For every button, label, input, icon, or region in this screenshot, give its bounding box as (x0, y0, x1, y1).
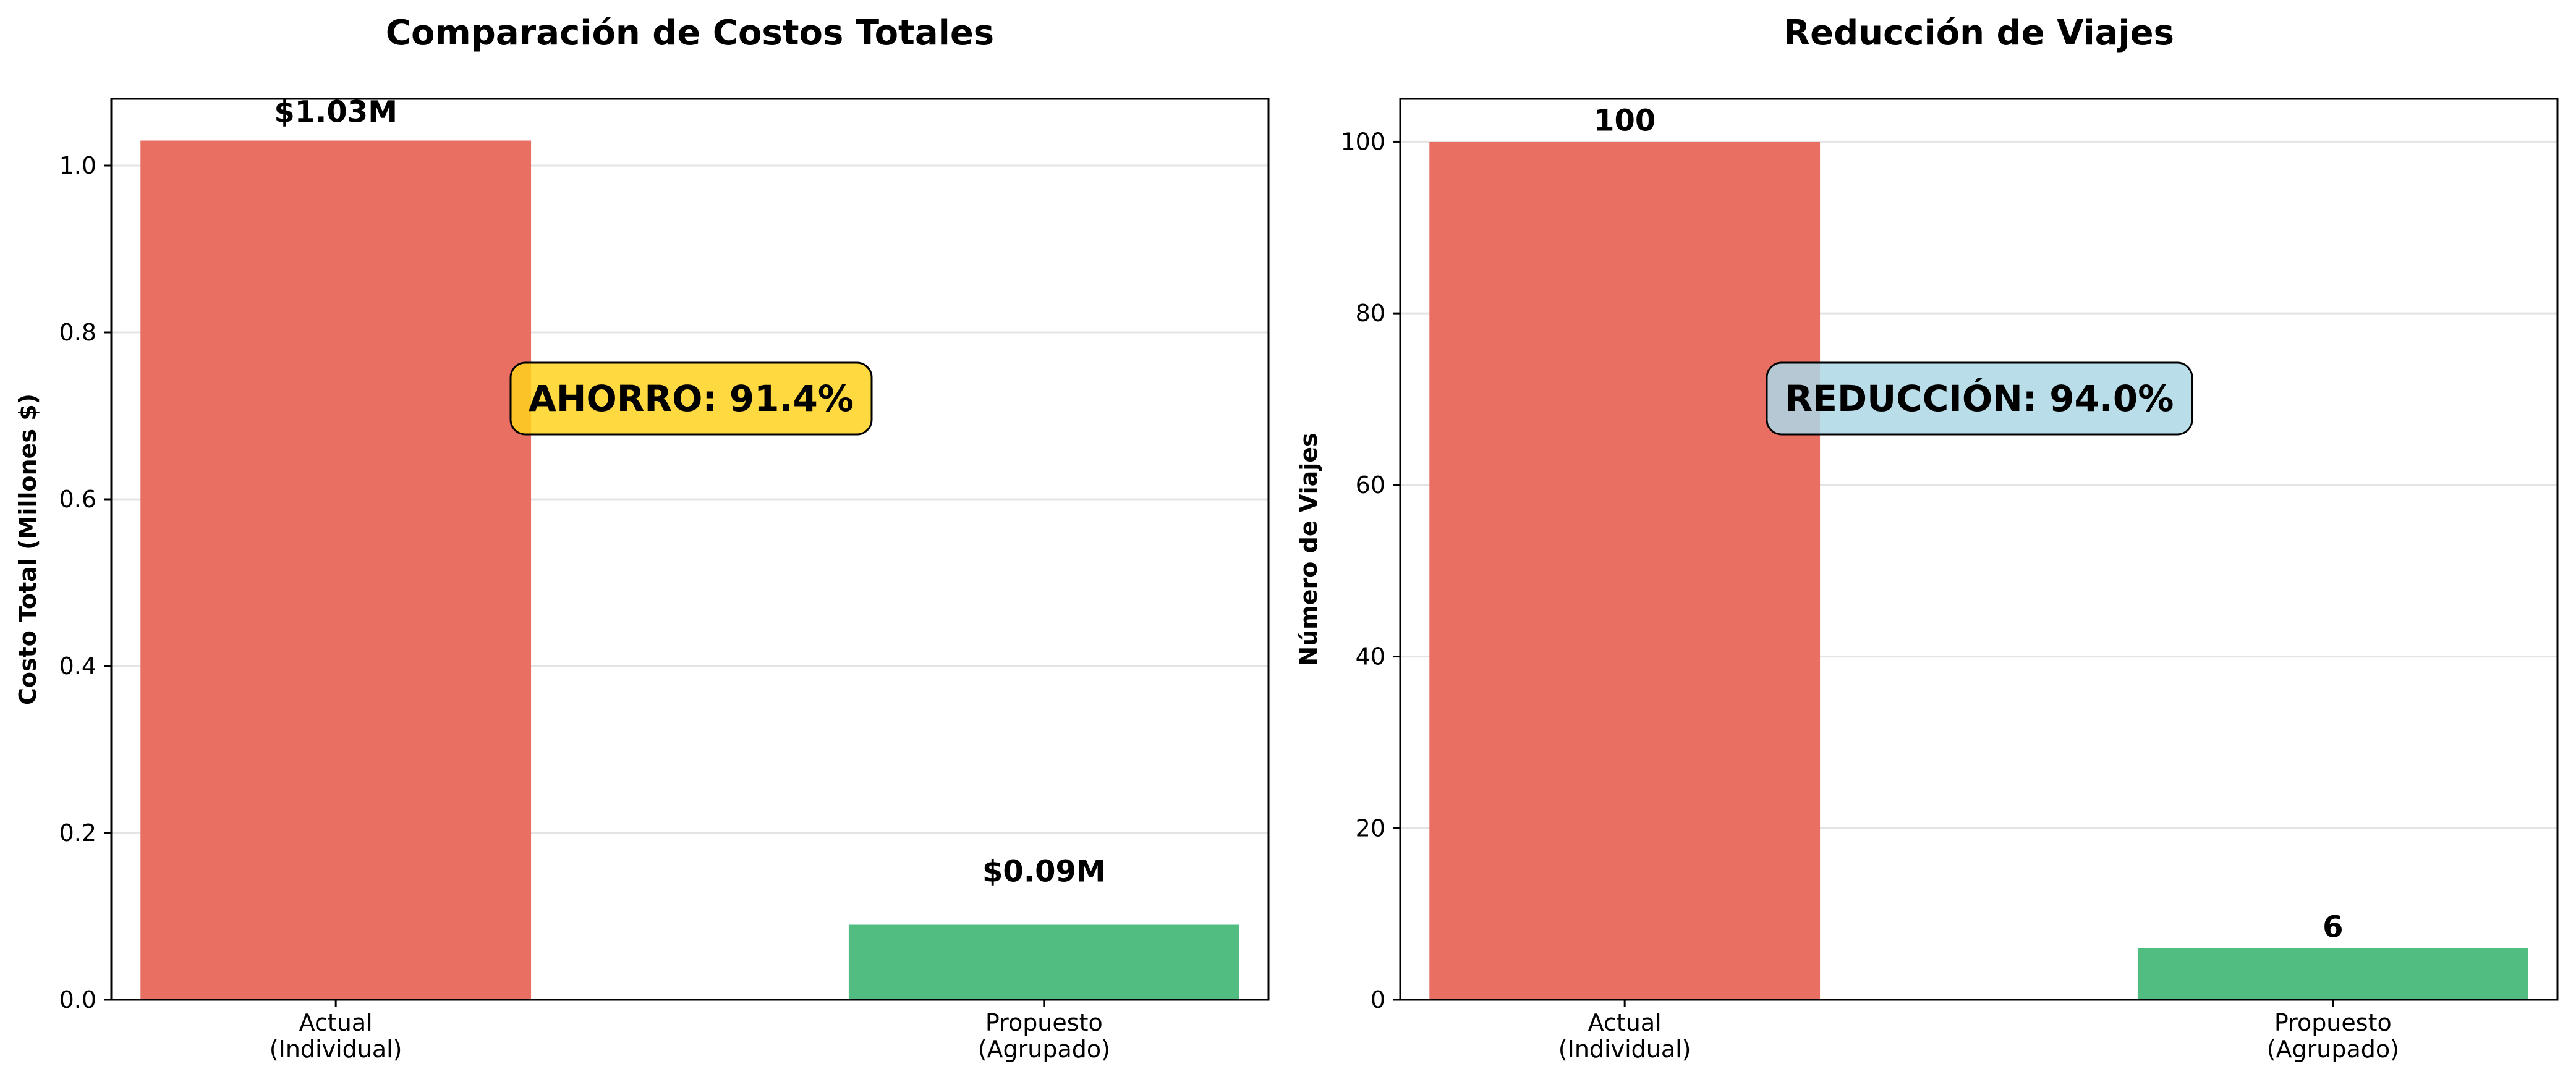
bar (140, 140, 532, 1000)
annotation-text: AHORRO: 91.4% (529, 378, 854, 420)
y-tick-label: 60 (1356, 471, 1385, 499)
annotation-box (509, 361, 873, 436)
bar (1429, 142, 1821, 1000)
bar (848, 924, 1239, 1000)
x-tick-label: Actual (Individual) (270, 1009, 402, 1063)
annotation-box (1766, 361, 2193, 436)
annotation: AHORRO: 91.4% (509, 361, 873, 436)
y-tick-label: 40 (1356, 643, 1385, 670)
annotation-text: REDUCCIÓN: 94.0% (1785, 377, 2174, 420)
value-labels: 100 6 (1594, 103, 2343, 944)
plot-frame (1399, 98, 2559, 1001)
axis-ticks: 0 20 40 60 80 100 Actual (Individual) Propuesto(… (1340, 128, 2399, 1063)
bars (140, 140, 1239, 1000)
y-axis-label: Costo Total (Millones $) (14, 394, 41, 705)
bar (2137, 948, 2528, 1000)
bar-value-label: $0.09M (982, 855, 1106, 889)
chart-cost-comparison: 0.0 0.2 0.4 0.6 0.8 1.0 Actual (Individual) Prop… (14, 13, 1270, 1063)
bar-value-label: 6 (2323, 910, 2343, 945)
chart-title: Comparación de Costos Totales (386, 13, 994, 53)
axis-ticks: 0.0 0.2 0.4 0.6 0.8 1.0 Actual (Individual) Prop… (59, 152, 1110, 1063)
y-tick-label: 0.6 (59, 486, 96, 513)
y-tick-label: 80 (1356, 300, 1385, 327)
value-labels: $1.03M $0.09M (274, 95, 1105, 889)
y-axis-label: Número de Viajes (1295, 433, 1322, 665)
plot-frame (110, 98, 1270, 1001)
bar-value-label: 100 (1594, 103, 1656, 138)
x-tick-label: Propuesto (Agrupado) (2267, 1009, 2399, 1063)
y-tick-label: 0.8 (59, 319, 96, 346)
y-tick-label: 1.0 (59, 152, 96, 179)
y-tick-label: 100 (1340, 128, 1385, 155)
y-tick-label: 0.4 (59, 653, 96, 680)
chart-trip-reduction: 0 20 40 60 80 100 Actual (Individual) Propuesto(… (1295, 13, 2559, 1063)
y-tick-label: 0.0 (59, 986, 96, 1013)
x-tick-label: Actual (Individual) (1558, 1009, 1691, 1063)
x-tick-label: Propuesto (Agrupado) (978, 1009, 1110, 1063)
bars (1429, 142, 2528, 1000)
y-tick-label: 20 (1356, 814, 1385, 842)
y-tick-label: 0.2 (59, 819, 96, 847)
bar-value-label: $1.03M (274, 95, 397, 130)
chart-title: Reducción de Viajes (1783, 13, 2174, 53)
y-tick-label: 0 (1371, 986, 1385, 1013)
annotation: REDUCCIÓN: 94.0% (1766, 361, 2193, 436)
